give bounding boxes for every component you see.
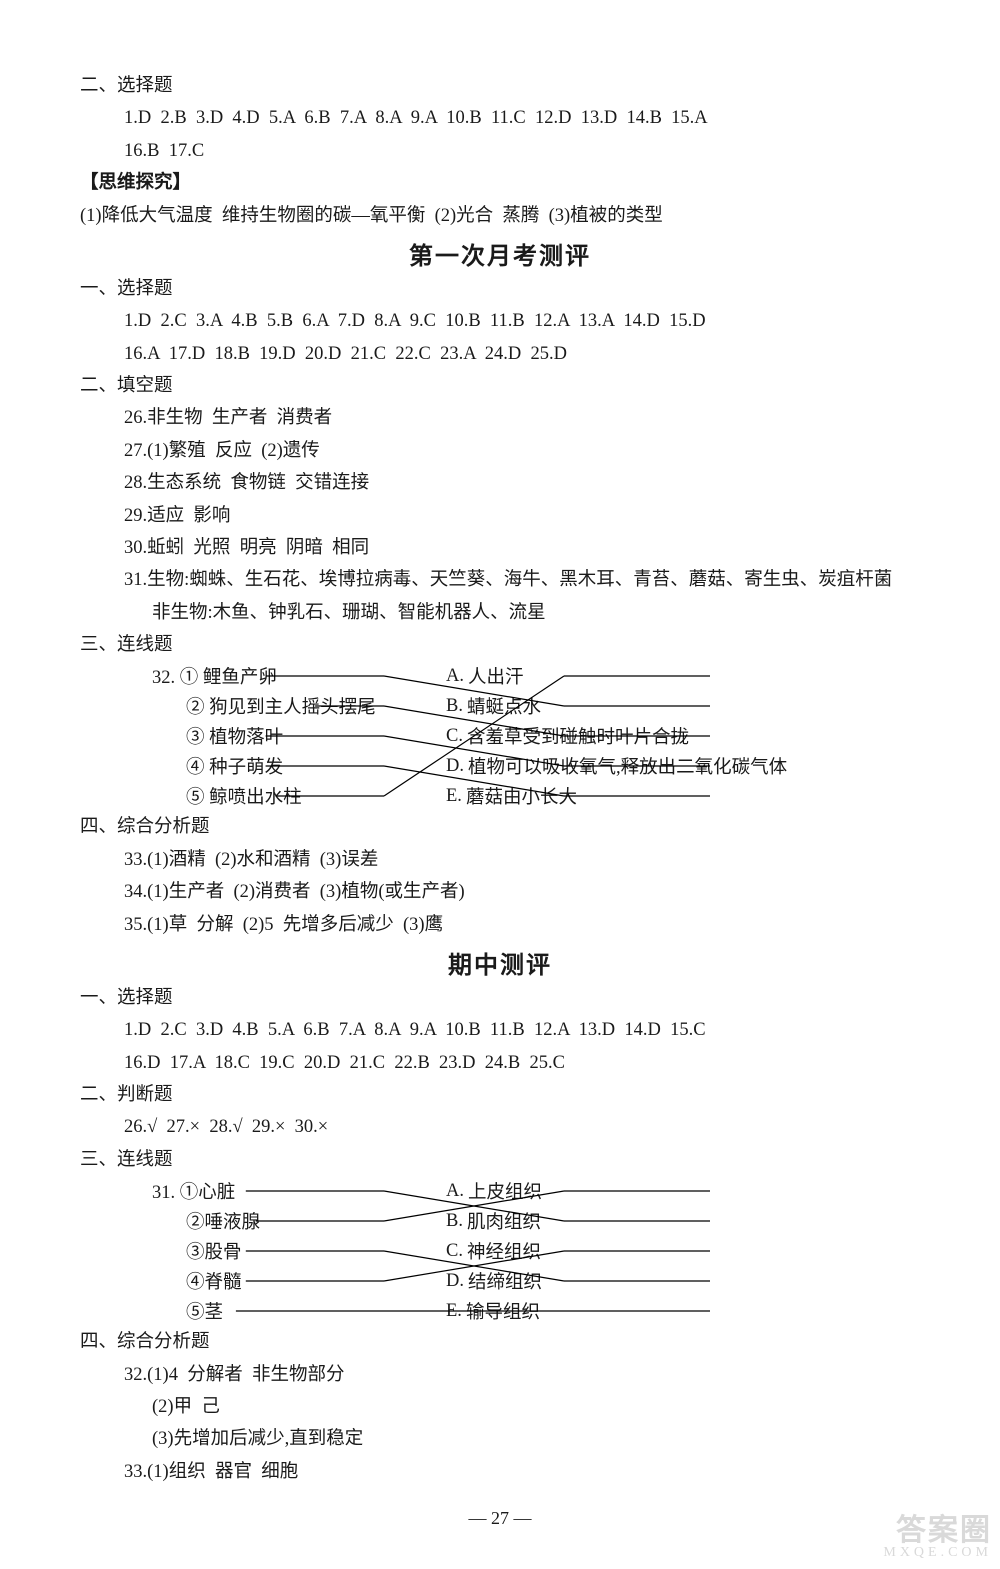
mid-judge-line: 26.√ 27.× 28.√ 29.× 30.×: [80, 1111, 920, 1143]
mid-match-label: 三、连线题: [80, 1144, 920, 1176]
match-right-text: 蘑菇由小长大: [466, 783, 577, 809]
match-left: ⑤茎: [152, 1298, 446, 1324]
thinking-label: 【思维探究】: [80, 167, 920, 199]
match-right-text: 植物可以吸收氧气,释放出二氧化碳气体: [468, 753, 787, 779]
match-right-text: 人出汗: [468, 663, 524, 689]
match-left: ③股骨: [152, 1238, 446, 1264]
match-right-letter: B.: [446, 1211, 463, 1232]
match-row: 31. ①心脏A.上皮组织: [152, 1176, 912, 1206]
match-row: ② 狗见到主人摇头摆尾B.蜻蜓点水: [152, 691, 912, 721]
f26: 26.非生物 生产者 消费者: [80, 402, 920, 434]
match-left: ⑤ 鲸喷出水柱: [152, 783, 446, 809]
match-right-letter: B.: [446, 696, 463, 717]
a35: 35.(1)草 分解 (2)5 先增多后减少 (3)鹰: [80, 909, 920, 941]
match-row: ③ 植物落叶C.含羞草受到碰触时叶片合拢: [152, 721, 912, 751]
mid-mc-label: 一、选择题: [80, 982, 920, 1014]
mid-a32-1: 32.(1)4 分解者 非生物部分: [80, 1359, 920, 1391]
match-left: 31. ①心脏: [152, 1178, 446, 1204]
test1-mc-l1: 1.D 2.C 3.A 4.B 5.B 6.A 7.D 8.A 9.C 10.B…: [80, 305, 920, 337]
match-right: B.肌肉组织: [446, 1208, 912, 1234]
watermark-main: 答案圈: [883, 1515, 992, 1547]
match-left: ④ 种子萌发: [152, 753, 446, 779]
match-row: ⑤ 鲸喷出水柱E.蘑菇由小长大: [152, 781, 912, 811]
page: 二、选择题 1.D 2.B 3.D 4.D 5.A 6.B 7.A 8.A 9.…: [0, 0, 1000, 1569]
f31b: 非生物:木鱼、钟乳石、珊瑚、智能机器人、流星: [80, 597, 920, 629]
f27: 27.(1)繁殖 反应 (2)遗传: [80, 435, 920, 467]
match-right: D.植物可以吸收氧气,释放出二氧化碳气体: [446, 753, 912, 779]
match-left: ③ 植物落叶: [152, 723, 446, 749]
test1-match-label: 三、连线题: [80, 629, 920, 661]
mid-analysis-label: 四、综合分析题: [80, 1326, 920, 1358]
match-right: D.结缔组织: [446, 1268, 912, 1294]
match-right-text: 输导组织: [466, 1298, 540, 1324]
match-right-letter: D.: [446, 1271, 464, 1292]
match-right-letter: E.: [446, 786, 462, 807]
match-right: B.蜻蜓点水: [446, 693, 912, 719]
match-right: A.人出汗: [446, 663, 912, 689]
match-right: E.输导组织: [446, 1298, 912, 1324]
match-right: C.神经组织: [446, 1238, 912, 1264]
f29: 29.适应 影响: [80, 500, 920, 532]
test1-title: 第一次月考测评: [80, 236, 920, 271]
f28: 28.生态系统 食物链 交错连接: [80, 467, 920, 499]
match-right: A.上皮组织: [446, 1178, 912, 1204]
match-left: ②唾液腺: [152, 1208, 446, 1234]
test1-fill-label: 二、填空题: [80, 370, 920, 402]
watermark: 答案圈 MXQE.COM: [883, 1515, 992, 1561]
match-right-text: 肌肉组织: [467, 1208, 541, 1234]
match-right: C.含羞草受到碰触时叶片合拢: [446, 723, 912, 749]
match-row: ③股骨C.神经组织: [152, 1236, 912, 1266]
a33: 33.(1)酒精 (2)水和酒精 (3)误差: [80, 844, 920, 876]
mid-judge-label: 二、判断题: [80, 1079, 920, 1111]
match-right-letter: C.: [446, 1241, 463, 1262]
match-right-text: 神经组织: [467, 1238, 541, 1264]
midterm-title: 期中测评: [80, 945, 920, 980]
a34: 34.(1)生产者 (2)消费者 (3)植物(或生产者): [80, 876, 920, 908]
page-number: — 27 —: [80, 1508, 920, 1529]
watermark-sub: MXQE.COM: [883, 1546, 992, 1561]
thinking-line: (1)降低大气温度 维持生物圈的碳—氧平衡 (2)光合 蒸腾 (3)植被的类型: [80, 200, 920, 232]
mid-mc-l1: 1.D 2.C 3.D 4.B 5.A 6.B 7.A 8.A 9.A 10.B…: [80, 1014, 920, 1046]
match-right-letter: A.: [446, 666, 464, 687]
f31a: 31.生物:蜘蛛、生石花、埃博拉病毒、天竺葵、海牛、黑木耳、青苔、蘑菇、寄生虫、…: [80, 564, 920, 596]
sectionA-ans2: 16.B 17.C: [80, 135, 920, 167]
mid-a32-3: (3)先增加后减少,直到稳定: [80, 1423, 920, 1455]
mid-mc-l2: 16.D 17.A 18.C 19.C 20.D 21.C 22.B 23.D …: [80, 1047, 920, 1079]
match-right-letter: E.: [446, 1301, 462, 1322]
match-left: ② 狗见到主人摇头摆尾: [152, 693, 446, 719]
match-right-letter: A.: [446, 1181, 464, 1202]
match-row: ⑤茎E.输导组织: [152, 1296, 912, 1326]
sectionA-ans1: 1.D 2.B 3.D 4.D 5.A 6.B 7.A 8.A 9.A 10.B…: [80, 102, 920, 134]
match-row: ④ 种子萌发D.植物可以吸收氧气,释放出二氧化碳气体: [152, 751, 912, 781]
match-row: ②唾液腺B.肌肉组织: [152, 1206, 912, 1236]
mid-a32-2: (2)甲 己: [80, 1391, 920, 1423]
sectionA-heading: 二、选择题: [80, 70, 920, 102]
match-right-letter: C.: [446, 726, 463, 747]
f30: 30.蚯蚓 光照 明亮 阴暗 相同: [80, 532, 920, 564]
match-right-letter: D.: [446, 756, 464, 777]
match-right-text: 蜻蜓点水: [467, 693, 541, 719]
match1-block: 32. ① 鲤鱼产卵A.人出汗 ② 狗见到主人摇头摆尾B.蜻蜓点水 ③ 植物落叶…: [152, 661, 912, 811]
match-left: ④脊髓: [152, 1268, 446, 1294]
test1-mc-label: 一、选择题: [80, 273, 920, 305]
match-row: ④脊髓D.结缔组织: [152, 1266, 912, 1296]
match-row: 32. ① 鲤鱼产卵A.人出汗: [152, 661, 912, 691]
match-right: E.蘑菇由小长大: [446, 783, 912, 809]
mid-a33: 33.(1)组织 器官 细胞: [80, 1456, 920, 1488]
match-right-text: 含羞草受到碰触时叶片合拢: [467, 723, 689, 749]
match2-block: 31. ①心脏A.上皮组织 ②唾液腺B.肌肉组织 ③股骨C.神经组织 ④脊髓D.…: [152, 1176, 912, 1326]
match-right-text: 上皮组织: [468, 1178, 542, 1204]
test1-analysis-label: 四、综合分析题: [80, 811, 920, 843]
match-right-text: 结缔组织: [468, 1268, 542, 1294]
test1-mc-l2: 16.A 17.D 18.B 19.D 20.D 21.C 22.C 23.A …: [80, 338, 920, 370]
match-left: 32. ① 鲤鱼产卵: [152, 663, 446, 689]
